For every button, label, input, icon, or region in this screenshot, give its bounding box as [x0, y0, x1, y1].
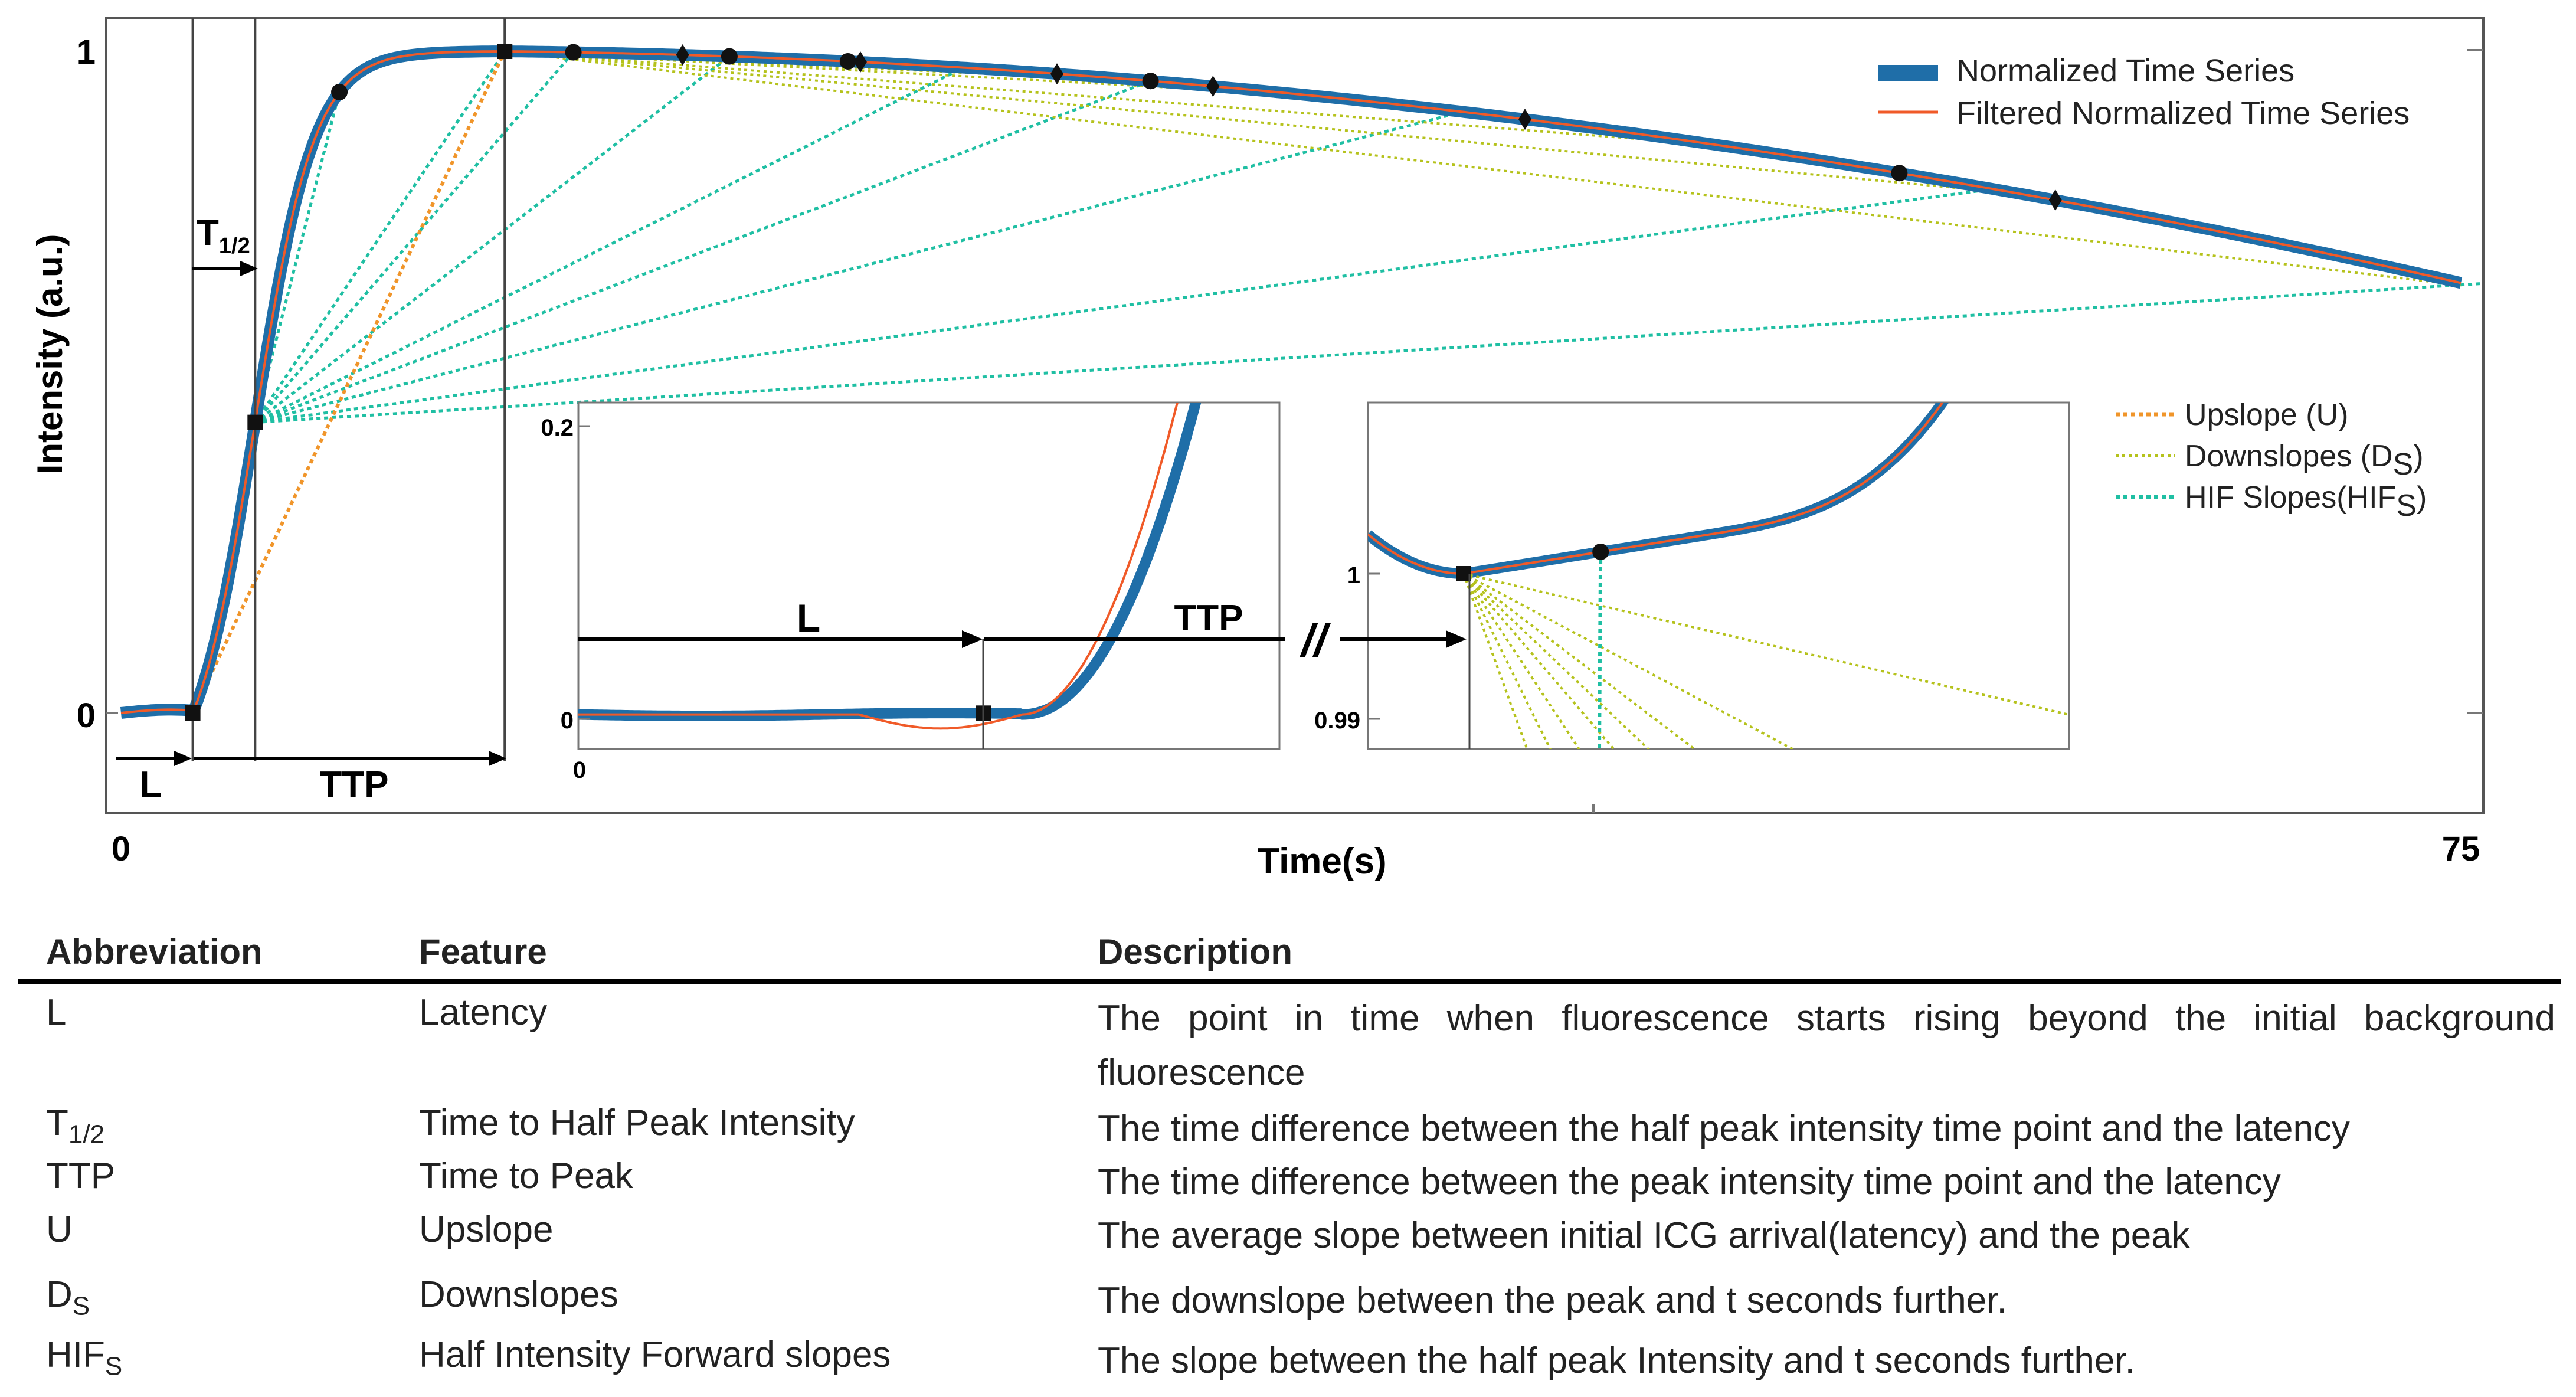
hif-slope-line-1 [254, 50, 506, 424]
ttp-arrow-head [489, 751, 506, 766]
legend-swatch-normalized [1878, 65, 1938, 81]
downslope-endpoint-marker-5 [2048, 189, 2062, 211]
inset-l-arrow-head [962, 630, 983, 648]
inset-right-y-tick-099: 0.99 [1314, 708, 1360, 734]
cell-abbr: TTP [46, 1156, 116, 1196]
cell-feature: Downslopes [419, 1274, 618, 1315]
downslope-endpoint-marker-3 [1206, 76, 1220, 97]
hif-slope-line-5 [254, 79, 1151, 424]
cell-feature: Time to Half Peak Intensity [419, 1102, 855, 1143]
slope-lines [191, 50, 2483, 714]
downslope-endpoint-marker-1 [853, 51, 867, 73]
cell-abbr: U [46, 1209, 73, 1250]
y-tick-0: 0 [77, 696, 96, 735]
inset-right-downslope-line-2 [1462, 572, 1697, 749]
t-half-arrow-head [240, 261, 258, 276]
x-tick-0: 0 [112, 830, 130, 868]
inset-right-downslope-line-7 [1462, 573, 1528, 749]
hif-slope-line-8 [255, 282, 2483, 424]
half-peak-marker [247, 414, 263, 430]
upslope-line [191, 50, 506, 714]
cell-description: The point in time when fluorescence star… [1098, 998, 2555, 1093]
legend-label-upslope: Upslope (U) [2185, 398, 2348, 432]
peak-marker [497, 44, 513, 59]
latency-marker [185, 705, 201, 721]
inset-right-plot [1368, 403, 2069, 749]
series-legend: Normalized Time Series Filtered Normaliz… [1878, 53, 2410, 131]
hif-endpoint-marker-4 [1142, 73, 1159, 90]
inset-left-filtered-line [578, 403, 1179, 730]
cell-abbr: L [46, 992, 67, 1033]
cell-feature: Time to Peak [419, 1156, 633, 1196]
inset-left-x-tick-0: 0 [573, 757, 586, 783]
table-header: Abbreviation Feature Description [18, 927, 2567, 971]
downslope-line-5 [505, 50, 1994, 193]
inset-left-plot [578, 403, 1202, 730]
y-axis-label: Intensity (a.u.) [30, 234, 70, 475]
slope-legend: Upslope (U) Downslopes (DS) HIF Slopes(H… [2116, 398, 2427, 523]
hif-endpoint-marker-3 [839, 53, 856, 70]
intensity-chart: // 1 0 0 75 Time(s) Intensity (a.u.) T1/… [30, 17, 2485, 882]
x-tick-75: 75 [2442, 830, 2480, 868]
header-abbreviation: Abbreviation [46, 932, 263, 971]
legend-label-filtered: Filtered Normalized Time Series [1956, 96, 2410, 131]
cell-description: The average slope between initial ICG ar… [1098, 1215, 2190, 1256]
header-description: Description [1098, 932, 1293, 971]
y-tick-1: 1 [77, 33, 96, 71]
inset-ttp-arrow-head [1446, 630, 1467, 648]
feature-vertical-lines [191, 18, 506, 761]
l-arrow-head [174, 751, 192, 766]
cell-abbr: DS [46, 1274, 90, 1321]
inset-right-y-tick-1: 1 [1347, 562, 1360, 588]
hif-slope-line-7 [254, 187, 1994, 424]
inset-l-label: L [797, 596, 820, 640]
cell-abbr: T1/2 [46, 1102, 105, 1149]
downslope-endpoint-marker-2 [1050, 63, 1063, 85]
cell-feature: Half Intensity Forward slopes [419, 1334, 891, 1375]
inset-right-hif-line [1598, 551, 1603, 749]
cell-feature: Upslope [419, 1209, 554, 1250]
inset-arrows [578, 574, 1471, 749]
inset-right-hif-marker [1592, 543, 1609, 560]
inset-right-downslope-line-3 [1462, 572, 1650, 749]
l-label: L [139, 764, 162, 805]
downslope-endpoint-marker-4 [1518, 109, 1531, 130]
inset-right-filtered-line [1368, 403, 1945, 575]
slope-markers [185, 44, 2062, 721]
legend-label-downslopes: Downslopes (DS) [2185, 439, 2424, 482]
hif-slope-line-3 [254, 55, 731, 424]
cell-description: The time difference between the half pea… [1098, 1108, 2350, 1149]
cell-description: The slope between the half peak Intensit… [1098, 1340, 2135, 1381]
hif-slope-line-6 [254, 110, 1463, 424]
inset-left-y-tick-0: 0 [561, 708, 574, 734]
legend-label-hif: HIF Slopes(HIFS) [2185, 480, 2427, 523]
cell-description: The downslope between the peak and t sec… [1098, 1280, 2007, 1321]
x-axis-label: Time(s) [1257, 841, 1386, 882]
hif-slope-line-4 [254, 66, 964, 424]
cell-abbr: HIFS [46, 1334, 123, 1381]
header-rule [18, 979, 2561, 984]
inset-right-frame [1367, 401, 2070, 750]
downslope-line-4 [505, 50, 1681, 143]
hif-endpoint-marker-0 [331, 84, 348, 101]
hif-endpoint-marker-1 [565, 44, 582, 61]
inset-left-normalized-line [578, 403, 1202, 721]
hif-endpoint-marker-5 [1891, 165, 1908, 182]
ttp-label: TTP [319, 764, 388, 805]
break-mark: // [1300, 614, 1331, 666]
inset-left-frame [577, 401, 1281, 750]
t-half-label: T1/2 [197, 212, 250, 259]
hif-endpoint-marker-2 [721, 48, 738, 65]
cell-feature: Latency [419, 992, 548, 1033]
inset-left-y-tick-02: 0.2 [541, 415, 574, 441]
legend-label-normalized: Normalized Time Series [1956, 53, 2294, 89]
main-arrows [116, 261, 506, 766]
cell-description: The time difference between the peak int… [1098, 1162, 2281, 1202]
downslope-endpoint-marker-0 [676, 44, 689, 66]
inset-ttp-label: TTP [1174, 598, 1243, 639]
hif-slope-line-2 [254, 51, 575, 424]
plot-frame [105, 17, 2485, 814]
header-feature: Feature [419, 932, 547, 971]
